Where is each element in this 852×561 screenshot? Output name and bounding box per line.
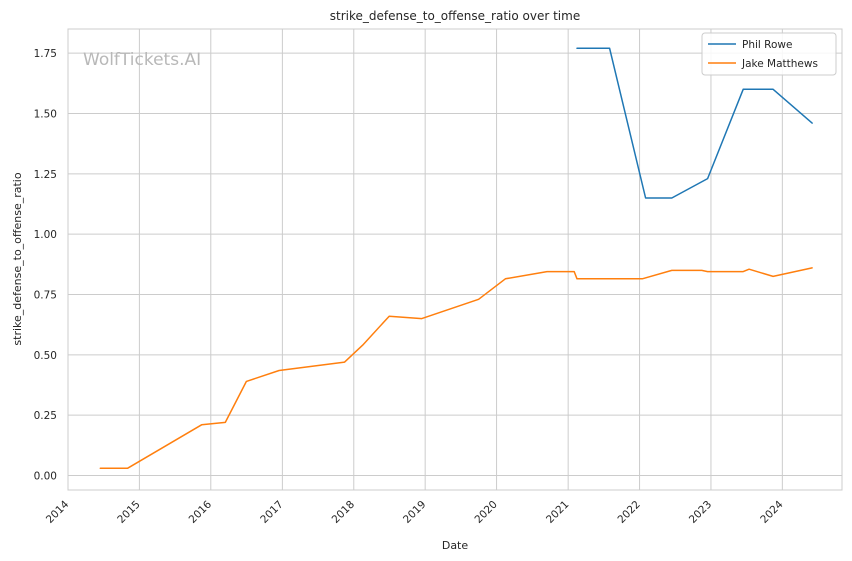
legend-label-phil-rowe: Phil Rowe [742, 39, 792, 51]
x-tick-label: 2017 [258, 498, 285, 525]
x-tick-label: 2022 [615, 498, 642, 525]
x-tick-label: 2020 [472, 498, 499, 525]
x-tick-label: 2024 [758, 498, 786, 526]
y-tick-label: 0.00 [34, 471, 57, 483]
y-axis-label: strike_defense_to_offense_ratio [11, 172, 24, 345]
plot-frame [67, 28, 843, 491]
series-line-phil-rowe [576, 47, 813, 199]
series-layer [99, 47, 813, 470]
y-gridlines [68, 52, 842, 477]
x-tick-label: 2021 [544, 498, 571, 525]
y-tick-label: 1.50 [34, 108, 57, 120]
x-axis-label: Date [442, 539, 469, 552]
x-tick-label: 2019 [401, 498, 428, 525]
x-tick-label: 2015 [115, 498, 142, 525]
x-tick-label: 2016 [187, 498, 215, 526]
chart-title: strike_defense_to_offense_ratio over tim… [330, 9, 580, 23]
y-tick-labels: 0.00 0.25 0.50 0.75 1.00 1.25 1.50 1.75 [34, 48, 57, 482]
series-line-jake-matthews [99, 267, 813, 470]
x-tick-label: 2014 [44, 498, 72, 526]
y-tick-label: 1.75 [34, 48, 57, 60]
y-tick-label: 1.00 [34, 229, 57, 241]
x-tick-label: 2023 [687, 498, 714, 525]
legend: Phil Rowe Jake Matthews [701, 32, 837, 76]
y-tick-label: 0.50 [34, 350, 57, 362]
legend-label-jake-matthews: Jake Matthews [741, 58, 818, 70]
y-tick-label: 1.25 [34, 169, 57, 181]
y-tick-label: 0.25 [34, 410, 57, 422]
x-tick-label: 2018 [330, 498, 357, 525]
x-gridlines [67, 29, 783, 490]
y-tick-label: 0.75 [34, 289, 57, 301]
x-tick-labels: 2014 2015 2016 2017 2018 2019 2020 2021 2022 2023… [44, 498, 786, 526]
watermark: WolfTickets.AI [83, 50, 201, 70]
